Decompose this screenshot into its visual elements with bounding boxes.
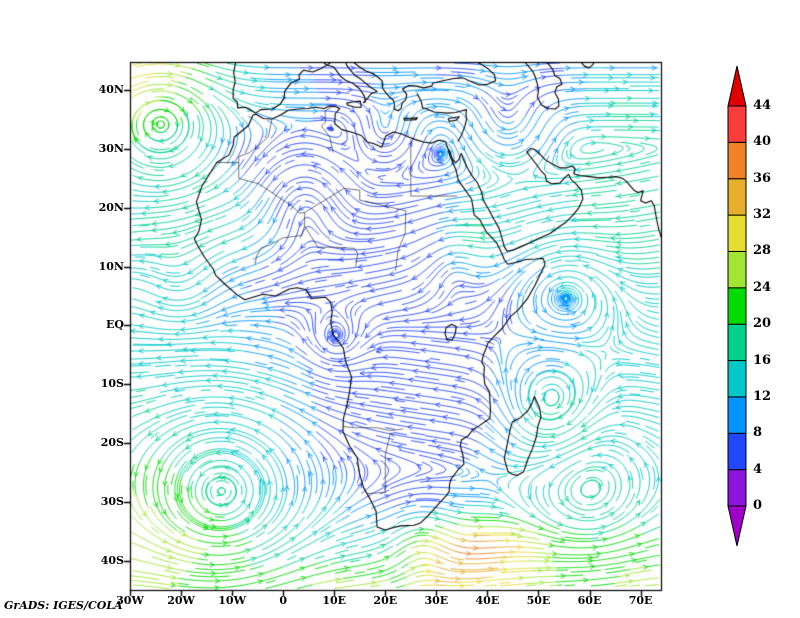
- colorbar-arrow-bottom: [727, 505, 747, 547]
- colorbar-band: [727, 287, 747, 325]
- colorbar-svg: [727, 65, 747, 547]
- colorbar-arrow-top: [727, 65, 747, 107]
- colorbar-band: [727, 360, 747, 398]
- colorbar-band: [727, 250, 747, 289]
- colorbar-band: [727, 323, 747, 362]
- colorbar-band: [727, 396, 747, 434]
- colorbar: [718, 60, 798, 560]
- colorbar-band: [727, 178, 747, 216]
- colorbar-band: [727, 214, 747, 252]
- colorbar-band: [727, 432, 747, 471]
- grads-credit: GrADS: IGES/COLA: [4, 599, 123, 612]
- colorbar-band: [727, 469, 747, 507]
- colorbar-band: [727, 141, 747, 180]
- colorbar-band: [727, 105, 747, 143]
